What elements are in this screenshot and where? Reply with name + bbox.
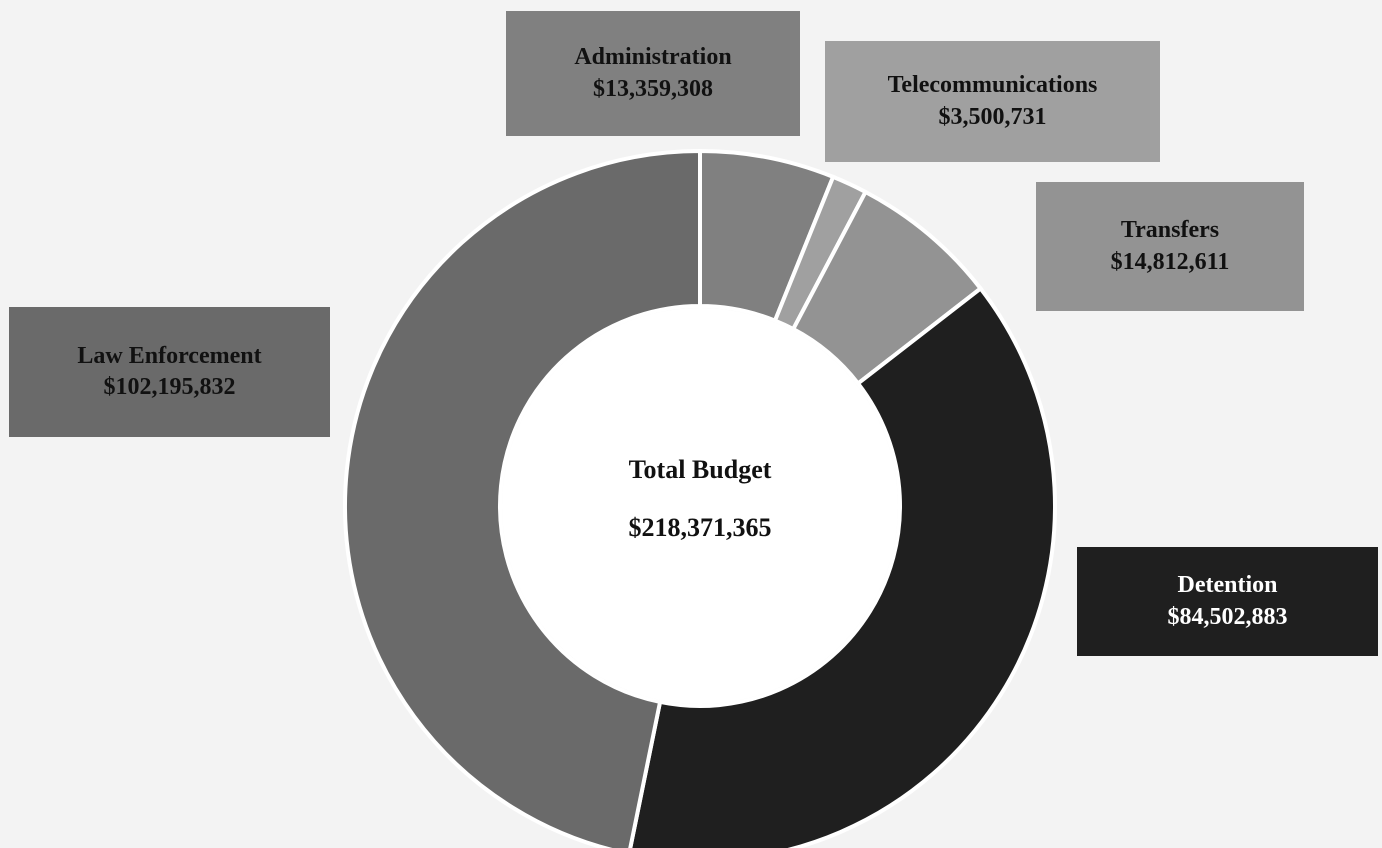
- donut-hole: [502, 308, 898, 704]
- donut-slice-detention: [628, 285, 1057, 848]
- center-total-value: $218,371,365: [628, 513, 772, 542]
- center-title: Total Budget: [628, 455, 772, 484]
- category-label: Telecommunications: [887, 72, 1098, 99]
- value-label: $14,812,611: [1110, 248, 1230, 275]
- category-label: Transfers: [1120, 217, 1220, 244]
- category-label: Detention: [1177, 572, 1278, 599]
- value-label: $13,359,308: [593, 75, 713, 102]
- label-law-enforcement: Law Enforcement $102,195,832: [9, 307, 330, 437]
- value-label: $102,195,832: [103, 374, 236, 400]
- donut-slice-law-enforcement: [343, 148, 702, 848]
- label-telecommunications: Telecommunications $3,500,731: [825, 41, 1160, 162]
- value-label: $84,502,883: [1167, 603, 1288, 630]
- category-label: Law Enforcement: [77, 342, 262, 369]
- center-label: Total Budget $218,371,365: [500, 455, 900, 543]
- value-label: $3,500,731: [938, 103, 1047, 130]
- label-administration: Administration $13,359,308: [506, 11, 800, 136]
- label-transfers: Transfers $14,812,611: [1036, 182, 1304, 311]
- label-detention: Detention $84,502,883: [1077, 547, 1378, 656]
- category-label: Administration: [574, 44, 732, 71]
